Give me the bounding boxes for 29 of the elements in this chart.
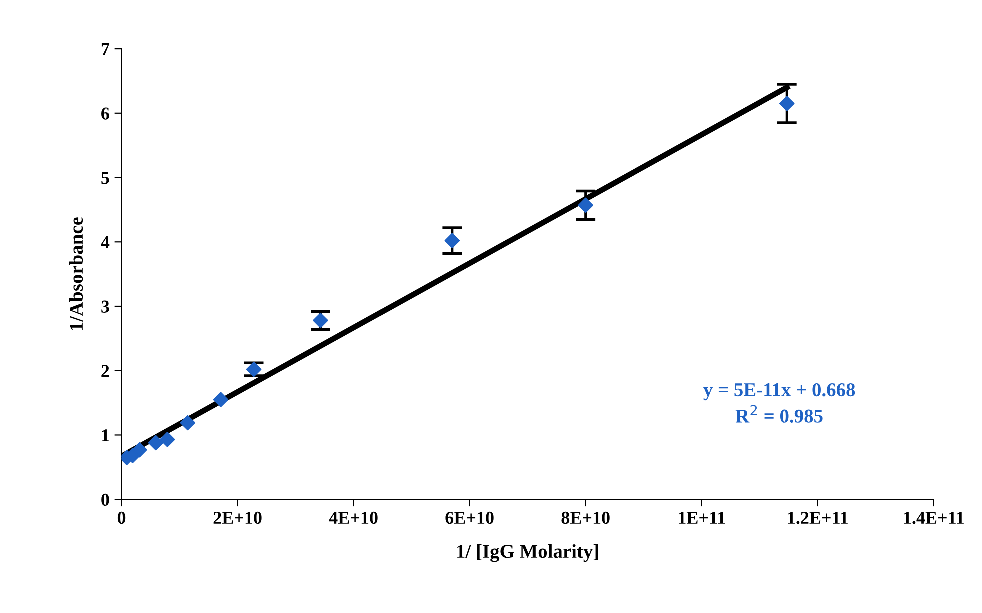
point — [444, 233, 460, 248]
x-tick-label: 0 — [118, 512, 126, 524]
y-tick-label: 7 — [102, 43, 110, 56]
y-tick-label: 0 — [102, 494, 110, 506]
y-tick-label: 3 — [102, 300, 110, 313]
y-axis-title: 1/Absorbance — [69, 218, 84, 330]
point — [578, 198, 594, 214]
y-tick-label: 6 — [102, 108, 110, 120]
point — [148, 435, 164, 451]
y-tick-label: 1 — [102, 430, 110, 442]
point — [246, 362, 262, 378]
y-tick-label: 5 — [102, 172, 110, 184]
x-tick-label: 8E+10 — [562, 512, 610, 524]
point — [160, 432, 176, 448]
point — [213, 392, 229, 408]
x-tick-label: 4E+10 — [329, 512, 378, 524]
point — [313, 313, 328, 328]
point — [180, 415, 196, 431]
x-tick-label: 2E+10 — [214, 512, 262, 524]
x-tick-label: 1E+11 — [679, 512, 726, 524]
y-tick-label: 4 — [101, 236, 110, 248]
x-tick-label: 1.2E+11 — [788, 512, 848, 524]
y-tick-label: 2 — [102, 365, 110, 378]
annotation: y = 5E-11x + 0.668 R$^{2}$ = 0.985 — [704, 383, 856, 424]
x-tick-label: 1.4E+11 — [904, 512, 964, 524]
point — [779, 96, 795, 112]
x-tick-label: 6E+10 — [446, 512, 494, 524]
x-axis-title: 1/ [IgG Molarity] — [458, 544, 598, 562]
point — [132, 442, 148, 458]
